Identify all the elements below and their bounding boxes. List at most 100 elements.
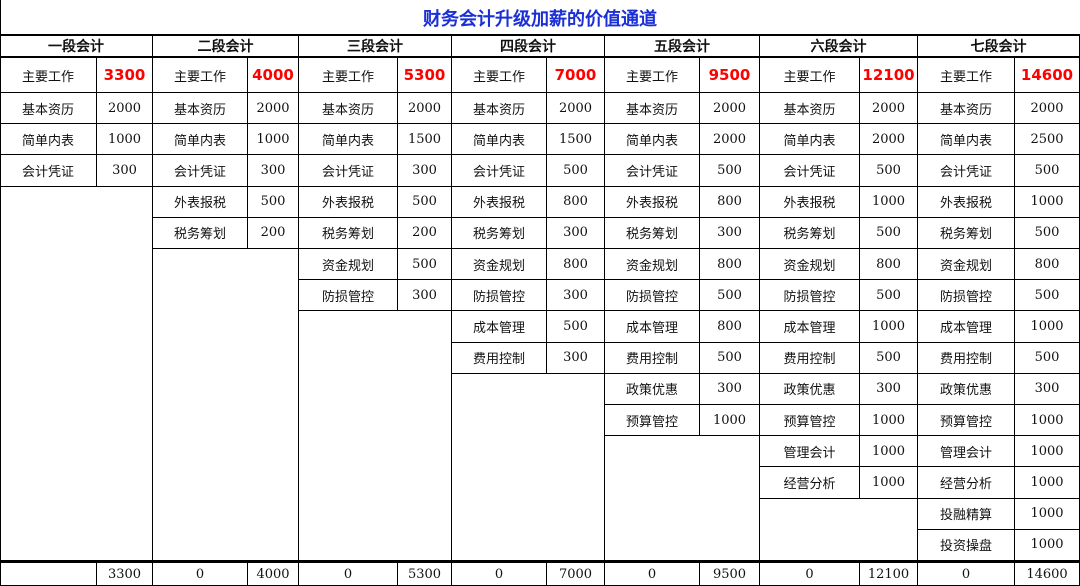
item-label: 简单内表 (0, 124, 97, 156)
item-value: 1000 (1015, 467, 1080, 499)
item-value: 500 (1015, 342, 1080, 374)
item-value: 800 (547, 186, 605, 218)
item-value: 1000 (1015, 186, 1080, 218)
item-value: 1000 (860, 186, 918, 218)
item-label: 外表报税 (299, 186, 398, 218)
main-work-value: 14600 (1015, 58, 1080, 93)
stage-header: 四段会计 (452, 36, 605, 58)
footer-left-value: 0 (760, 561, 860, 586)
item-label: 资金规划 (760, 249, 860, 281)
item-label: 外表报税 (918, 186, 1015, 218)
item-value: 800 (547, 249, 605, 281)
item-value: 1000 (1015, 311, 1080, 343)
main-work-value: 3300 (97, 58, 153, 93)
item-value: 1000 (860, 405, 918, 437)
footer-total-value: 5300 (398, 561, 452, 586)
item-value: 300 (860, 373, 918, 405)
item-label: 资金规划 (452, 249, 547, 281)
footer-total-value: 9500 (700, 561, 760, 586)
item-value: 1000 (97, 124, 153, 156)
item-value: 300 (547, 280, 605, 312)
main-work-label: 主要工作 (452, 58, 547, 93)
item-label: 投资操盘 (918, 529, 1015, 561)
item-label: 费用控制 (760, 342, 860, 374)
item-label: 费用控制 (452, 342, 547, 374)
footer-total-value: 4000 (248, 561, 299, 586)
footer-left-value: 0 (605, 561, 700, 586)
item-value: 2000 (860, 124, 918, 156)
item-label: 税务筹划 (918, 217, 1015, 249)
table-title: 财务会计升级加薪的价值通道 (0, 0, 1080, 36)
item-label: 税务筹划 (452, 217, 547, 249)
item-value: 2500 (1015, 124, 1080, 156)
item-label: 基本资历 (0, 93, 97, 125)
item-label: 成本管理 (760, 311, 860, 343)
item-label: 预算管控 (760, 405, 860, 437)
item-label: 预算管控 (605, 405, 700, 437)
item-value: 800 (700, 311, 760, 343)
item-label: 经营分析 (918, 467, 1015, 499)
item-value: 300 (547, 217, 605, 249)
item-value: 2000 (547, 93, 605, 125)
item-value: 1000 (860, 467, 918, 499)
item-value: 500 (1015, 155, 1080, 187)
footer-total-value: 3300 (97, 561, 153, 586)
item-label: 费用控制 (605, 342, 700, 374)
item-label: 外表报税 (760, 186, 860, 218)
item-label: 基本资历 (153, 93, 248, 125)
item-value: 300 (248, 155, 299, 187)
item-value: 2000 (700, 93, 760, 125)
item-value: 2000 (97, 93, 153, 125)
item-value: 1000 (1015, 498, 1080, 530)
item-label: 会计凭证 (605, 155, 700, 187)
item-label: 防损管控 (918, 280, 1015, 312)
item-value: 300 (1015, 373, 1080, 405)
empty-merged-cell (605, 436, 760, 561)
item-value: 200 (248, 217, 299, 249)
item-label: 基本资历 (918, 93, 1015, 125)
item-value: 1000 (860, 311, 918, 343)
item-value: 1000 (1015, 405, 1080, 437)
item-label: 防损管控 (605, 280, 700, 312)
item-value: 2000 (1015, 93, 1080, 125)
item-label: 防损管控 (452, 280, 547, 312)
item-value: 500 (1015, 280, 1080, 312)
item-label: 管理会计 (918, 436, 1015, 468)
item-label: 成本管理 (918, 311, 1015, 343)
item-value: 2000 (398, 93, 452, 125)
item-label: 税务筹划 (605, 217, 700, 249)
item-label: 资金规划 (918, 249, 1015, 281)
footer-left-value (0, 561, 97, 586)
item-value: 2000 (860, 93, 918, 125)
item-label: 基本资历 (452, 93, 547, 125)
footer-left-value: 0 (452, 561, 547, 586)
item-label: 税务筹划 (760, 217, 860, 249)
item-label: 外表报税 (452, 186, 547, 218)
item-label: 会计凭证 (153, 155, 248, 187)
item-label: 资金规划 (605, 249, 700, 281)
item-value: 500 (860, 342, 918, 374)
item-value: 500 (398, 249, 452, 281)
item-value: 800 (700, 186, 760, 218)
item-label: 预算管控 (918, 405, 1015, 437)
item-value: 1000 (1015, 436, 1080, 468)
item-label: 政策优惠 (760, 373, 860, 405)
item-value: 500 (700, 342, 760, 374)
empty-merged-cell (760, 498, 918, 561)
item-label: 会计凭证 (918, 155, 1015, 187)
item-label: 税务筹划 (153, 217, 248, 249)
item-value: 800 (1015, 249, 1080, 281)
main-work-value: 12100 (860, 58, 918, 93)
item-value: 300 (700, 373, 760, 405)
item-label: 防损管控 (299, 280, 398, 312)
item-value: 2000 (700, 124, 760, 156)
main-work-label: 主要工作 (605, 58, 700, 93)
item-value: 1000 (1015, 529, 1080, 561)
item-value: 500 (860, 280, 918, 312)
item-label: 政策优惠 (605, 373, 700, 405)
item-value: 1500 (547, 124, 605, 156)
item-label: 会计凭证 (760, 155, 860, 187)
footer-total-value: 14600 (1015, 561, 1080, 586)
item-value: 500 (398, 186, 452, 218)
footer-left-value: 0 (918, 561, 1015, 586)
